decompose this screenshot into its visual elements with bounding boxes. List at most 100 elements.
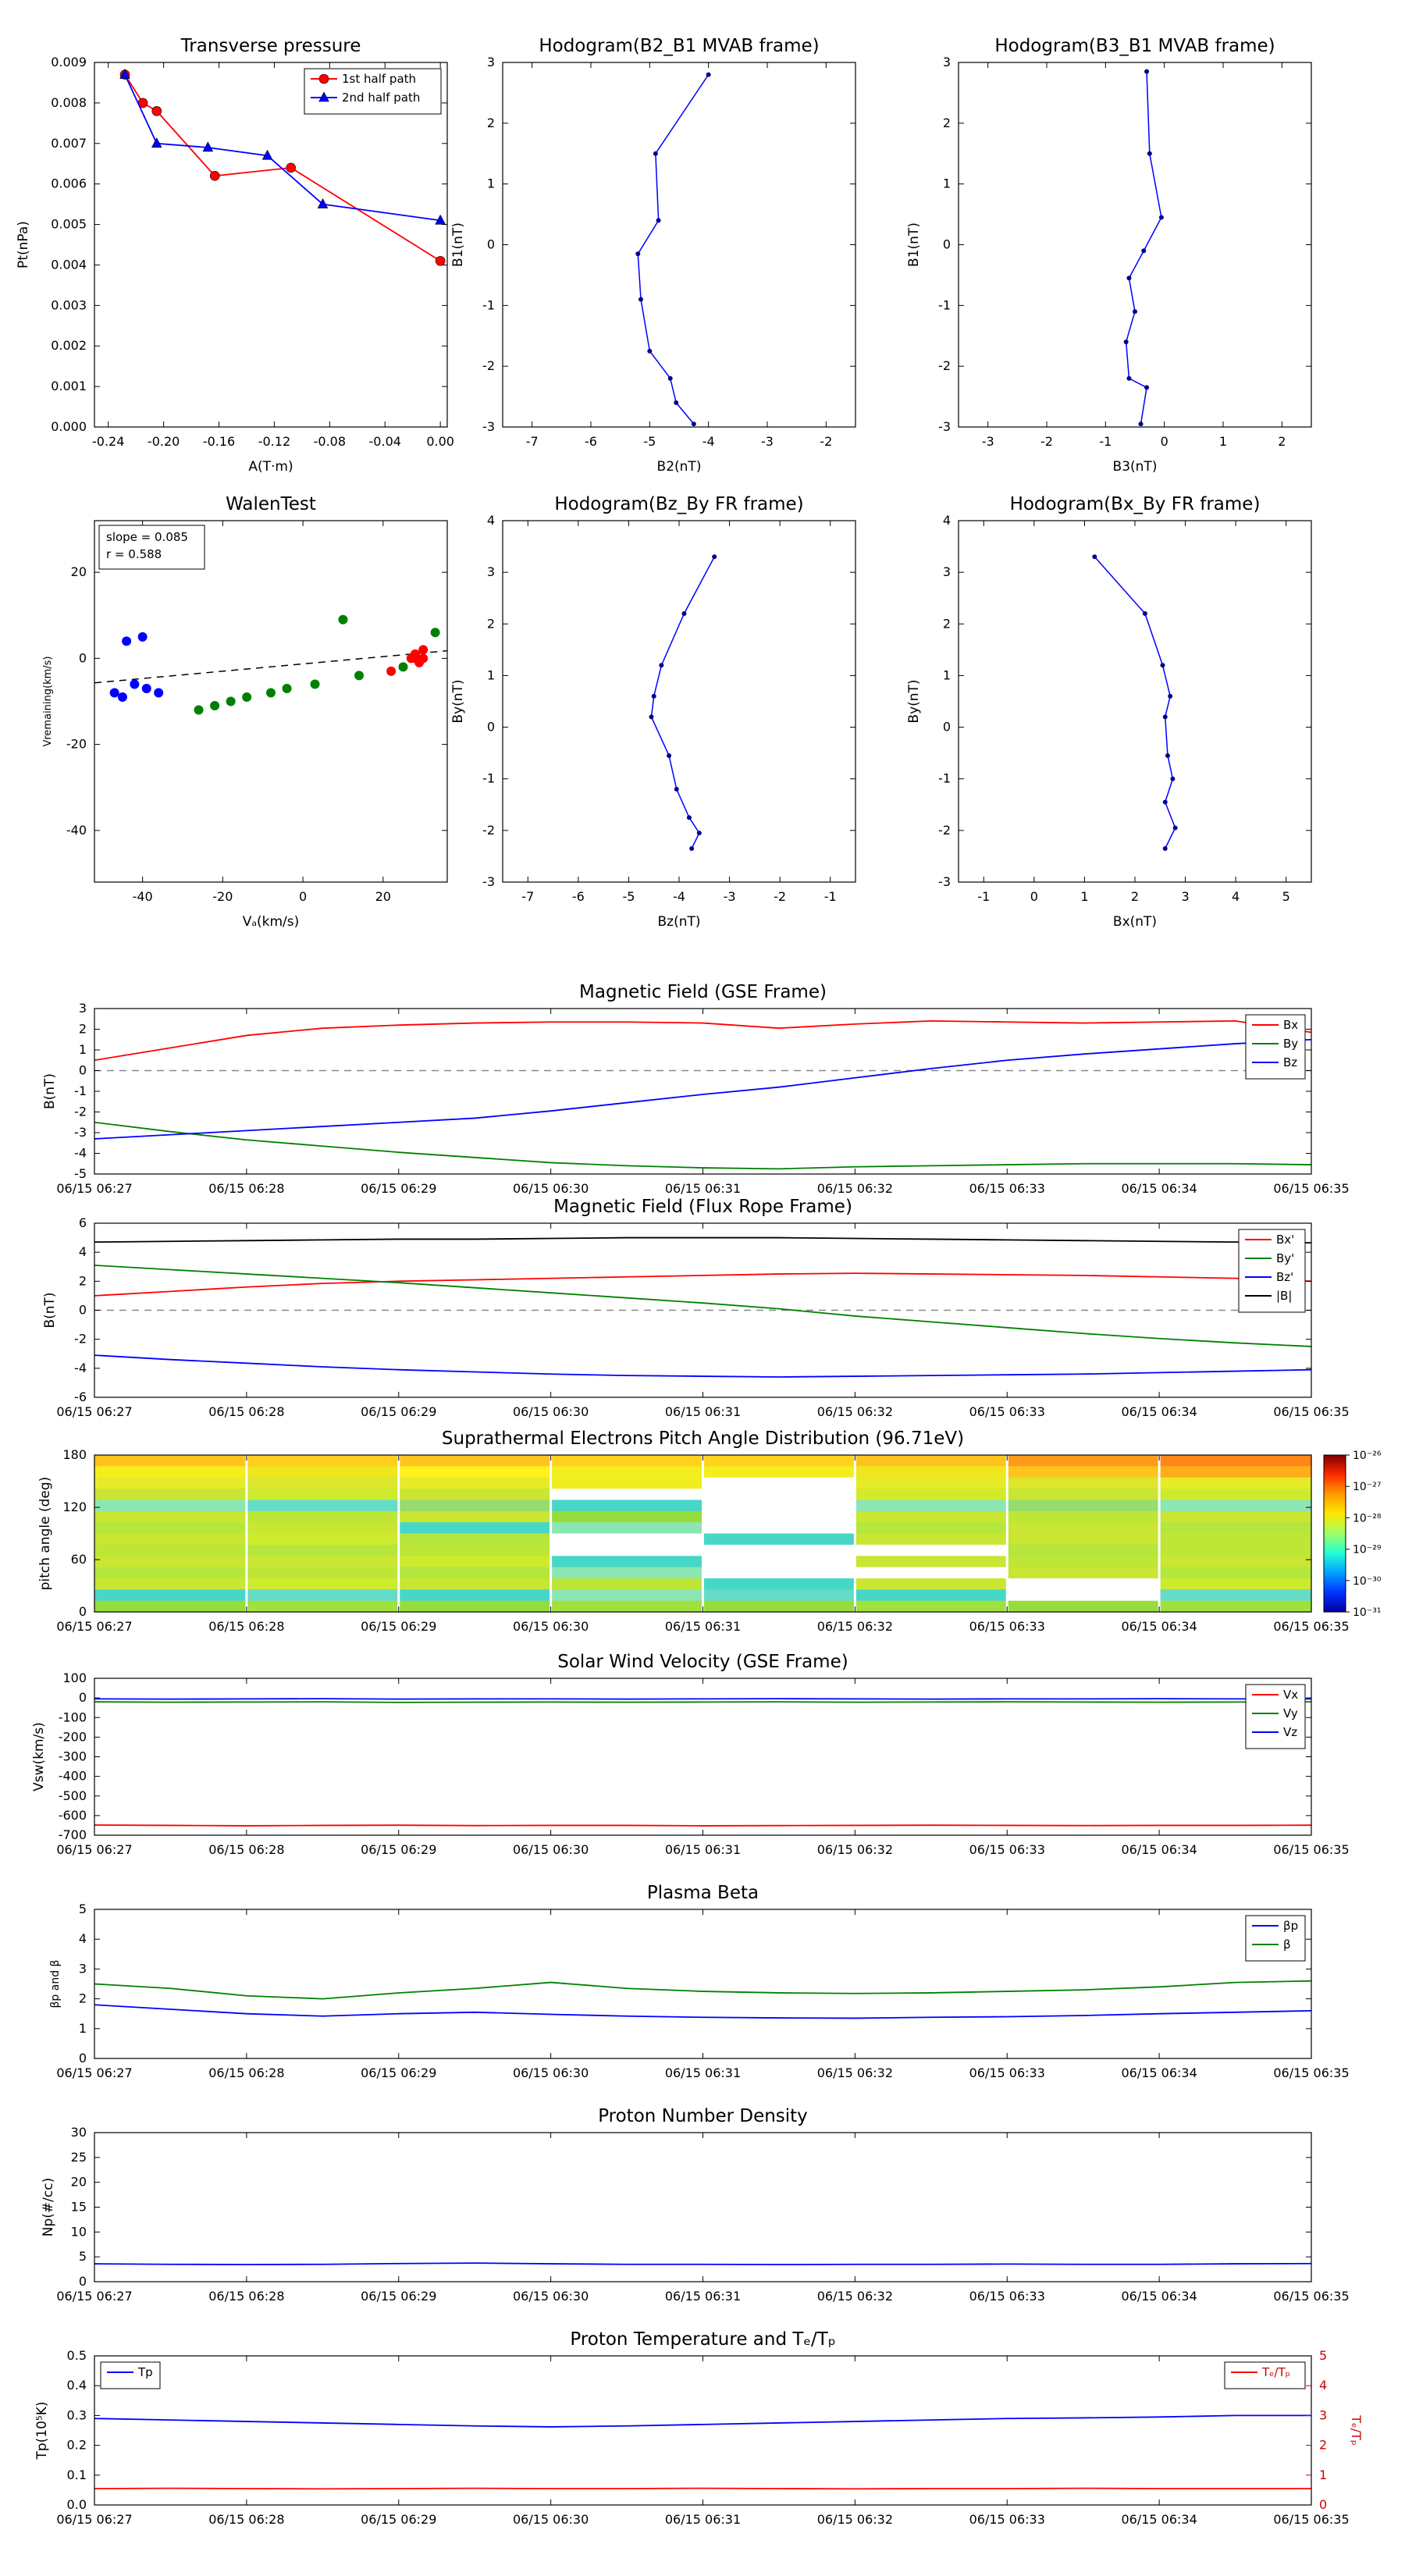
svg-text:06/15 06:30: 06/15 06:30 (513, 1842, 589, 1857)
svg-text:06/15 06:32: 06/15 06:32 (817, 1842, 893, 1857)
svg-text:B2(nT): B2(nT) (657, 459, 702, 475)
svg-text:0: 0 (487, 237, 495, 252)
title-magnetic-field-gse: Magnetic Field (GSE Frame) (579, 982, 827, 1002)
svg-text:-600: -600 (59, 1808, 87, 1823)
svg-text:By(nT): By(nT) (906, 679, 922, 723)
svg-text:4: 4 (943, 513, 951, 528)
svg-text:06/15 06:33: 06/15 06:33 (969, 1181, 1045, 1196)
svg-text:6: 6 (79, 1215, 87, 1230)
title-hodogram-bz-by: Hodogram(Bz_By FR frame) (554, 494, 804, 514)
title-proton-temperature: Proton Temperature and Tₑ/Tₚ (570, 2329, 836, 2350)
svg-text:06/15 06:29: 06/15 06:29 (361, 1181, 436, 1196)
svg-text:-100: -100 (59, 1710, 87, 1724)
svg-text:-1: -1 (482, 771, 495, 786)
svg-text:0.2: 0.2 (67, 2438, 87, 2453)
svg-text:-1: -1 (824, 889, 837, 904)
svg-text:-3: -3 (482, 419, 495, 434)
svg-text:06/15 06:27: 06/15 06:27 (56, 2289, 132, 2304)
svg-text:2: 2 (79, 1991, 87, 2006)
svg-text:06/15 06:32: 06/15 06:32 (817, 2512, 893, 2527)
svg-text:06/15 06:35: 06/15 06:35 (1273, 1619, 1349, 1634)
svg-text:By': By' (1276, 1251, 1294, 1265)
svg-text:06/15 06:27: 06/15 06:27 (56, 1181, 132, 1196)
chart-walen-test: -40 -20 0 20 -40 -20 0 20 Vₐ(km/s) Vremaining(km/… (42, 520, 448, 930)
svg-text:-3: -3 (74, 1125, 87, 1140)
svg-text:Bz': Bz' (1276, 1270, 1293, 1284)
svg-text:By: By (1283, 1037, 1298, 1051)
svg-text:1: 1 (79, 2021, 87, 2036)
svg-text:Bz(nT): Bz(nT) (657, 914, 700, 930)
svg-text:0: 0 (1030, 889, 1038, 904)
svg-text:slope = 0.085: slope = 0.085 (106, 530, 188, 544)
svg-text:06/15 06:31: 06/15 06:31 (665, 2512, 741, 2527)
svg-text:06/15 06:31: 06/15 06:31 (665, 1181, 741, 1196)
svg-text:06/15 06:29: 06/15 06:29 (361, 1619, 436, 1634)
svg-text:Bx': Bx' (1276, 1233, 1294, 1247)
title-proton-number-density: Proton Number Density (598, 2106, 808, 2126)
svg-text:06/15 06:31: 06/15 06:31 (665, 1404, 741, 1419)
svg-text:06/15 06:30: 06/15 06:30 (513, 1619, 589, 1634)
svg-text:06/15 06:33: 06/15 06:33 (969, 2289, 1045, 2304)
svg-text:06/15 06:30: 06/15 06:30 (513, 2289, 589, 2304)
svg-text:Vy: Vy (1283, 1706, 1298, 1720)
chart-hodogram-bx-by: -1 0 1 2 3 4 5 -3 -2 -1 0 1 2 3 4 Bx(nT) By(nT) (906, 513, 1312, 930)
chart-pitch-angle-distribution: 06/15 06:27 06/15 06:28 06/15 06:29 06/15 0… (37, 1447, 1382, 1634)
svg-text:1: 1 (1219, 434, 1227, 449)
svg-text:-4: -4 (74, 1361, 87, 1375)
svg-text:06/15 06:35: 06/15 06:35 (1273, 1842, 1349, 1857)
svg-text:06/15 06:35: 06/15 06:35 (1273, 1404, 1349, 1419)
svg-text:-400: -400 (59, 1769, 87, 1784)
svg-text:β: β (1283, 1937, 1291, 1952)
svg-text:06/15 06:29: 06/15 06:29 (361, 2289, 436, 2304)
svg-text:1: 1 (943, 176, 951, 191)
svg-text:06/15 06:27: 06/15 06:27 (56, 1842, 132, 1857)
svg-text:06/15 06:27: 06/15 06:27 (56, 2512, 132, 2527)
svg-text:2: 2 (1278, 434, 1286, 449)
svg-text:06/15 06:29: 06/15 06:29 (361, 2065, 436, 2080)
title-walen-test: WalenTest (226, 494, 316, 514)
svg-text:-40: -40 (133, 889, 153, 904)
svg-text:-20: -20 (212, 889, 233, 904)
svg-text:06/15 06:35: 06/15 06:35 (1273, 1181, 1349, 1196)
svg-text:-2: -2 (938, 823, 951, 838)
svg-text:Vx: Vx (1283, 1688, 1298, 1702)
svg-text:-6: -6 (74, 1389, 87, 1404)
svg-text:0.001: 0.001 (51, 379, 87, 393)
svg-text:0: 0 (79, 2274, 87, 2289)
svg-text:2: 2 (79, 1273, 87, 1288)
svg-text:B(nT): B(nT) (42, 1073, 58, 1109)
svg-text:20: 20 (71, 564, 87, 579)
svg-text:-200: -200 (59, 1729, 87, 1744)
svg-text:3: 3 (943, 564, 951, 579)
svg-text:10⁻²⁷: 10⁻²⁷ (1353, 1481, 1381, 1493)
svg-text:06/15 06:32: 06/15 06:32 (817, 1404, 893, 1419)
svg-text:-4: -4 (673, 889, 685, 904)
svg-text:06/15 06:30: 06/15 06:30 (513, 2512, 589, 2527)
svg-text:0.00: 0.00 (426, 434, 454, 449)
svg-text:Np(#/cc): Np(#/cc) (41, 2178, 56, 2236)
svg-text:0.006: 0.006 (51, 176, 87, 191)
svg-text:0: 0 (943, 720, 951, 735)
svg-text:3: 3 (79, 1001, 87, 1016)
svg-text:10⁻²⁹: 10⁻²⁹ (1353, 1544, 1382, 1557)
svg-text:06/15 06:35: 06/15 06:35 (1273, 2289, 1349, 2304)
title-transverse-pressure: Transverse pressure (180, 36, 361, 56)
svg-text:-20: -20 (66, 737, 87, 752)
svg-text:06/15 06:28: 06/15 06:28 (208, 2065, 284, 2080)
svg-text:-6: -6 (572, 889, 585, 904)
svg-text:-3: -3 (982, 434, 994, 449)
svg-text:06/15 06:34: 06/15 06:34 (1121, 1404, 1197, 1419)
svg-text:06/15 06:29: 06/15 06:29 (361, 1842, 436, 1857)
svg-text:06/15 06:30: 06/15 06:30 (513, 1181, 589, 1196)
svg-text:25: 25 (71, 2150, 87, 2165)
svg-text:5: 5 (1282, 889, 1290, 904)
svg-text:60: 60 (71, 1552, 87, 1567)
svg-text:2: 2 (487, 616, 495, 631)
title-hodogram-b3-b1: Hodogram(B3_B1 MVAB frame) (994, 36, 1275, 56)
svg-text:1: 1 (1080, 889, 1088, 904)
svg-text:-2: -2 (774, 889, 786, 904)
svg-text:2nd half path: 2nd half path (342, 91, 420, 105)
chart-magnetic-field-gse: 06/15 06:27 06/15 06:28 06/15 06:29 06/15 0… (42, 1001, 1350, 1196)
